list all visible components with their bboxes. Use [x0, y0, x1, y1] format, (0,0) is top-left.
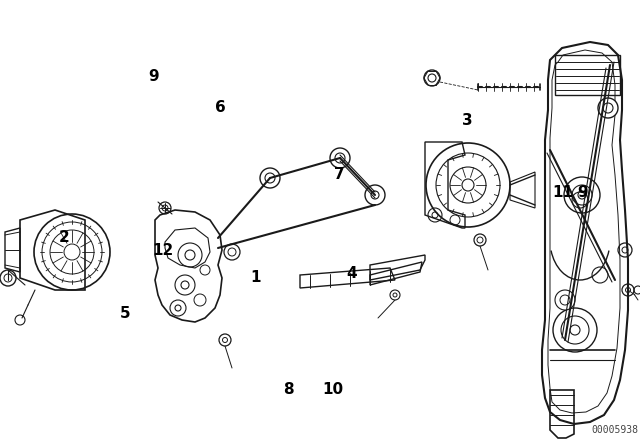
Circle shape [564, 177, 600, 213]
Circle shape [598, 98, 618, 118]
Text: 1: 1 [251, 270, 261, 285]
Circle shape [553, 308, 597, 352]
Text: 00005938: 00005938 [591, 425, 639, 435]
Text: 3: 3 [462, 113, 472, 129]
Text: 11: 11 [553, 185, 573, 200]
Text: 9: 9 [578, 185, 593, 200]
Text: 8: 8 [283, 382, 293, 397]
Text: 12: 12 [152, 243, 174, 258]
Text: 6: 6 [216, 100, 226, 115]
Text: 4: 4 [347, 266, 357, 281]
Text: 5: 5 [120, 306, 130, 321]
Circle shape [330, 148, 350, 168]
Circle shape [260, 168, 280, 188]
Text: 7: 7 [334, 167, 344, 182]
Text: 2: 2 [59, 230, 69, 245]
Circle shape [365, 185, 385, 205]
Text: 10: 10 [322, 382, 344, 397]
Circle shape [555, 290, 575, 310]
Text: 9: 9 [148, 69, 159, 84]
